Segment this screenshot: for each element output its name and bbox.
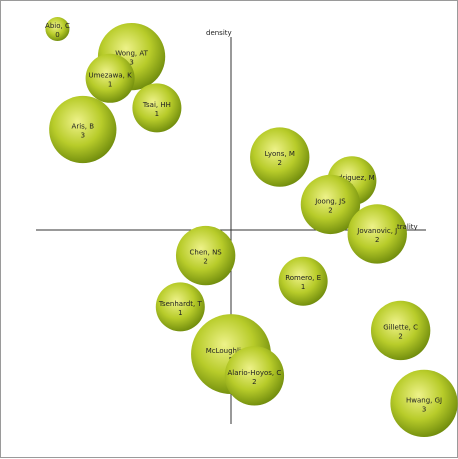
bubble-point: [224, 346, 285, 406]
bubble-alario-hoyos-c: Alario-Hoyos, C2: [224, 346, 285, 406]
bubble-label: Gillette, C: [383, 323, 418, 331]
bubble-value-label: 2: [398, 332, 402, 340]
bubble-value-label: 2: [278, 159, 282, 167]
bubble-jovanovic-j: Jovanovic, J2: [347, 204, 407, 264]
bubble-point: [155, 282, 205, 332]
x-axis-label: trality: [397, 223, 418, 231]
bubble-value-label: 2: [203, 258, 207, 266]
bubble-point: [132, 83, 182, 133]
bubble-label: Tsai, HH: [142, 101, 171, 109]
bubble-label: McLoughlin, JE: [206, 347, 257, 355]
bubble-point: [250, 127, 310, 187]
bubble-romero-e: Romero, E1: [278, 256, 328, 306]
bubble-value-label: 3: [129, 59, 133, 67]
bubble-label: Romero, E: [285, 274, 321, 282]
bubble-label: Abio, C: [45, 22, 70, 30]
bubble-hwang-gj: Hwang, GJ3: [390, 369, 458, 438]
bubble-label: Hwang, GJ: [406, 396, 442, 404]
bubble-label: Rodriguez, M: [329, 174, 374, 182]
bubble-value-label: 0: [55, 31, 59, 39]
bubble-value-label: 3: [422, 405, 426, 413]
bubble-point: [45, 17, 70, 42]
bubble-point: [390, 369, 458, 438]
bubble-label: Chen, NS: [190, 249, 223, 257]
bubble-label: Wong, AT: [115, 50, 148, 58]
bubble-label: Jovanovic, J: [356, 227, 397, 235]
bubble-value-label: 2: [328, 206, 332, 214]
bubble-label: Joong, JS: [314, 197, 346, 205]
bubble-label: Tsenhardt, T: [158, 300, 203, 308]
bubble-value-label: 3: [81, 132, 85, 140]
bubble-point: [85, 53, 135, 103]
bubble-point: [300, 174, 361, 235]
bubble-chen-ns: Chen, NS2: [175, 225, 236, 286]
bubble-label: Aris, B: [72, 123, 95, 131]
bubble-label: Alario-Hoyos, C: [228, 369, 282, 377]
bubble-lyons-m: Lyons, M2: [250, 127, 310, 187]
bubble-point: [370, 300, 431, 361]
bubble-point: [49, 95, 117, 164]
bubble-value-label: 1: [178, 309, 182, 317]
bubble-point: [175, 225, 236, 286]
bubble-value-label: 1: [301, 283, 305, 291]
bubble-tsai-hh: Tsai, HH1: [132, 83, 182, 133]
y-axis-label: density: [206, 29, 232, 37]
bubble-point: [278, 256, 328, 306]
bubble-value-label: 2: [252, 378, 256, 386]
bubble-umezawa-k: Umezawa, K1: [85, 53, 135, 103]
bubble-label: Lyons, M: [265, 150, 295, 158]
bubble-value-label: 2: [375, 236, 379, 244]
bubble-point: [347, 204, 407, 264]
bubble-tsenhardt-t: Tsenhardt, T1: [155, 282, 205, 332]
bubble-abio-c: Abio, C0: [45, 17, 70, 42]
bubble-value-label: 1: [155, 110, 159, 118]
bubble-label: Umezawa, K: [88, 71, 132, 79]
bubble-gillette-c: Gillette, C2: [370, 300, 431, 361]
bubble-value-label: 1: [108, 80, 112, 88]
bubble-joong-js: Joong, JS2: [300, 174, 361, 235]
bubble-aris-b: Aris, B3: [49, 95, 117, 164]
